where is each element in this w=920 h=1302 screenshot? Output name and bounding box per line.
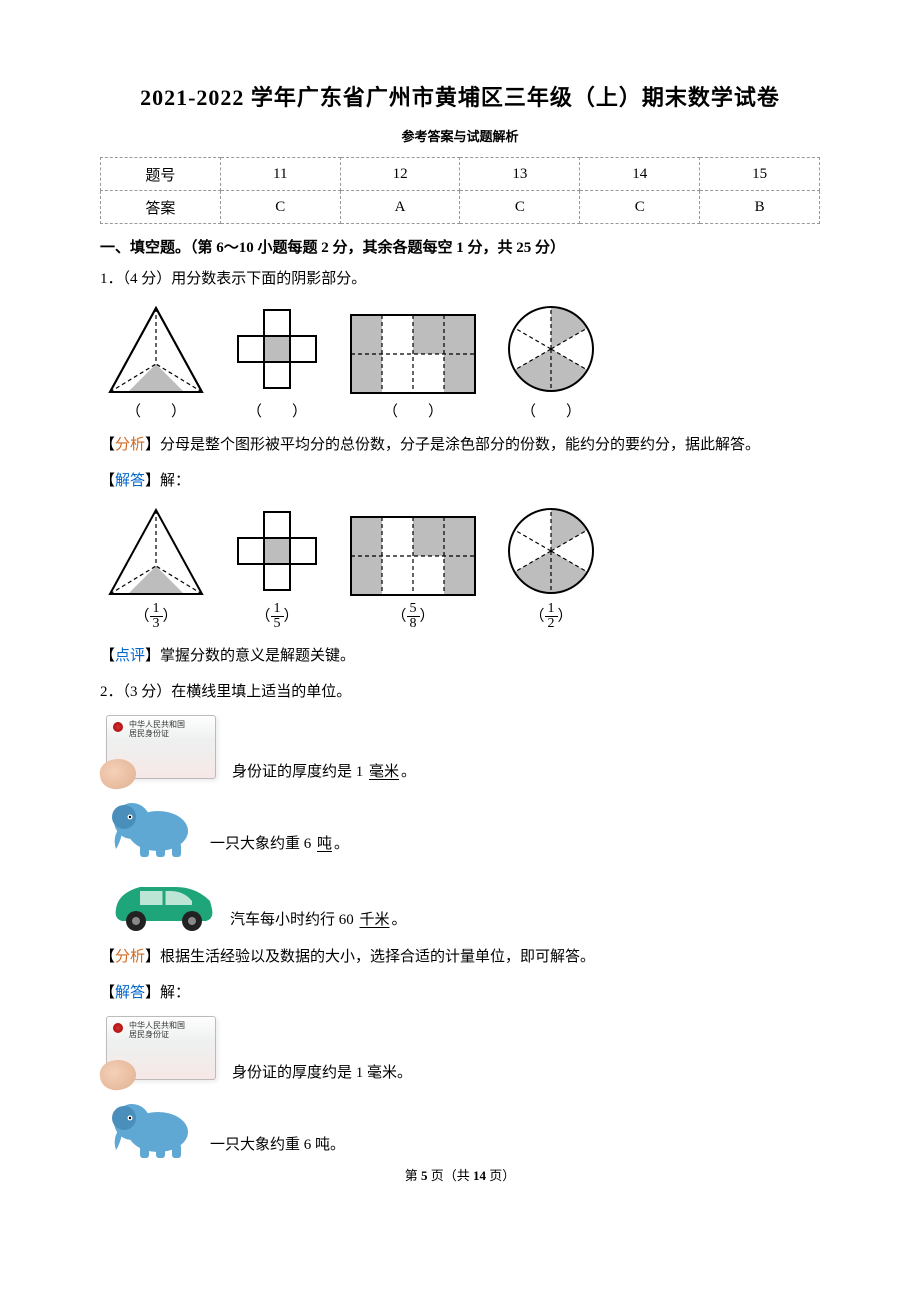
question-stem: 1．（4 分）用分数表示下面的阴影部分。 <box>100 265 820 294</box>
blank-label: （ ） <box>504 400 598 421</box>
item-text: 汽车每小时约行 60 千米。 <box>230 906 407 935</box>
table-row: 题号 11 12 13 14 15 <box>101 158 820 191</box>
question-stem: 2．（3 分）在横线里填上适当的单位。 <box>100 678 820 707</box>
table-cell: 11 <box>220 158 340 191</box>
rect-8-figure <box>348 312 478 396</box>
table-cell: 13 <box>460 158 580 191</box>
question-1: 1．（4 分）用分数表示下面的阴影部分。 <box>100 265 820 670</box>
fraction-labels-row: （13） （15） （58） （12） <box>106 602 820 632</box>
answer-line: 身份证的厚度约是 1 毫米。 <box>232 1059 412 1088</box>
analysis-text: 【分析】根据生活经验以及数据的大小，选择合适的计量单位，即可解答。 <box>100 943 820 972</box>
section-heading: 一、填空题。（第 6～10 小题每题 2 分，其余各题每空 1 分，共 25 分… <box>100 236 820 257</box>
item-row: 中华人民共和国居民身份证 身份证的厚度约是 1 毫米。 <box>106 715 820 787</box>
item-row: 一只大象约重 6 吨。 <box>106 1094 820 1160</box>
table-cell: C <box>220 191 340 224</box>
blank-labels-row: （ ） （ ） （ ） （ ） <box>106 400 820 421</box>
page-title: 2021-2022 学年广东省广州市黄埔区三年级（上）期末数学试卷 <box>100 80 820 112</box>
fraction-label: （15） <box>232 602 322 632</box>
item-text: 一只大象约重 6 吨。 <box>210 830 349 859</box>
page-footer: 第 5 页（共 14 页） <box>0 1165 920 1184</box>
solution-tag: 解答 <box>115 985 145 1001</box>
review-text: 【点评】掌握分数的意义是解题关键。 <box>100 642 820 671</box>
solution-label: 【解答】解： <box>100 979 820 1008</box>
blank-label: （ ） <box>106 400 206 421</box>
solution-tag: 解答 <box>115 473 145 489</box>
fraction-label: （58） <box>348 602 478 632</box>
rect-8-figure <box>348 514 478 598</box>
analysis-tag: 分析 <box>115 437 145 453</box>
fill-answer: 千米 <box>358 912 392 928</box>
blank-label: （ ） <box>348 400 478 421</box>
figures-row-answer <box>106 504 820 598</box>
review-tag: 点评 <box>115 648 145 664</box>
circle-6-figure <box>504 504 598 598</box>
item-row: 中华人民共和国居民身份证 身份证的厚度约是 1 毫米。 <box>106 1016 820 1088</box>
item-text: 身份证的厚度约是 1 毫米。 <box>232 758 416 787</box>
page-subtitle: 参考答案与试题解析 <box>100 126 820 145</box>
blank-label: （ ） <box>232 400 322 421</box>
plus-figure <box>232 508 322 598</box>
idcard-image: 中华人民共和国居民身份证 <box>106 1016 224 1088</box>
table-cell: B <box>700 191 820 224</box>
fill-answer: 毫米 <box>367 764 401 780</box>
plus-figure <box>232 306 322 396</box>
table-cell: C <box>580 191 700 224</box>
item-row: 汽车每小时约行 60 千米。 <box>106 865 820 935</box>
table-cell: 题号 <box>101 158 221 191</box>
table-cell: A <box>340 191 460 224</box>
table-cell: 15 <box>700 158 820 191</box>
triangle-figure <box>106 304 206 396</box>
table-row: 答案 C A C C B <box>101 191 820 224</box>
table-cell: C <box>460 191 580 224</box>
triangle-figure <box>106 506 206 598</box>
fraction-label: （12） <box>504 602 598 632</box>
elephant-image <box>106 1094 202 1160</box>
circle-6-figure <box>504 302 598 396</box>
answer-line: 一只大象约重 6 吨。 <box>210 1131 345 1160</box>
table-cell: 14 <box>580 158 700 191</box>
analysis-text: 【分析】【分析】分母是整个图形被平均分的总份数，分子是涂色部分的份数，能约分的要… <box>100 431 820 460</box>
table-cell: 答案 <box>101 191 221 224</box>
fill-answer: 吨 <box>315 836 334 852</box>
analysis-tag: 分析 <box>115 949 145 965</box>
elephant-image <box>106 793 202 859</box>
answer-table: 题号 11 12 13 14 15 答案 C A C C B <box>100 157 820 224</box>
car-image <box>106 865 222 935</box>
question-2: 2．（3 分）在横线里填上适当的单位。 中华人民共和国居民身份证 身份证的厚度约… <box>100 678 820 1160</box>
table-cell: 12 <box>340 158 460 191</box>
idcard-image: 中华人民共和国居民身份证 <box>106 715 224 787</box>
fraction-label: （13） <box>106 602 206 632</box>
figures-row <box>106 302 820 396</box>
solution-label: 【解答】解： <box>100 467 820 496</box>
item-row: 一只大象约重 6 吨。 <box>106 793 820 859</box>
